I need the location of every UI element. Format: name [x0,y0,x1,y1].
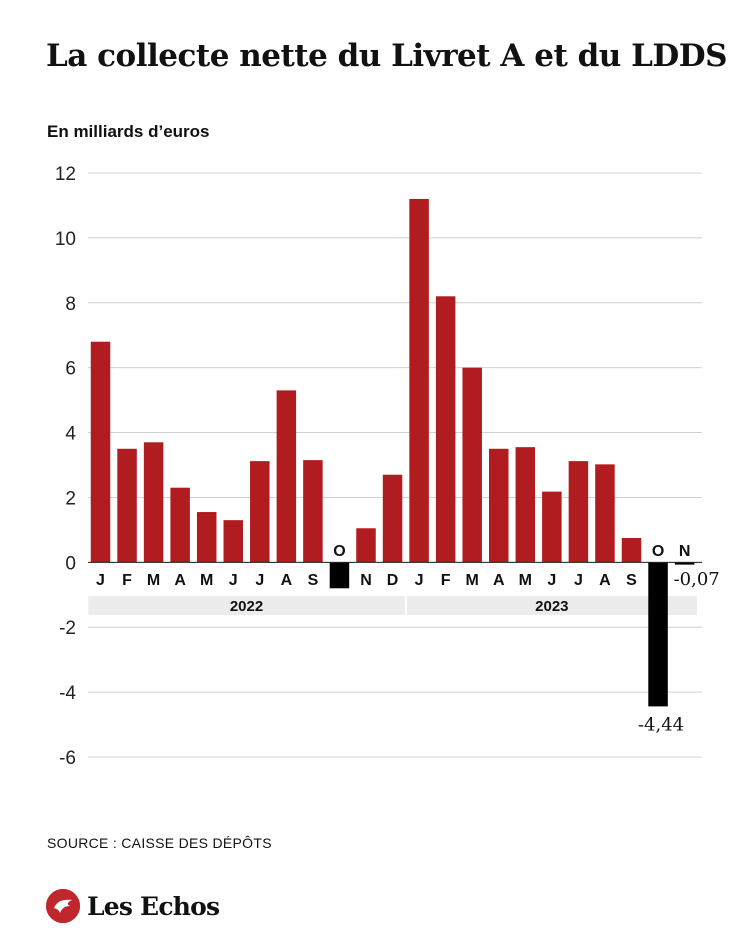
month-label: A [493,572,505,589]
source-note: SOURCE : CAISSE DES DÉPÔTS [47,835,272,851]
month-label: S [626,572,637,589]
brand-emblem-icon [46,889,80,923]
month-label: J [229,572,238,589]
y-tick-label: 10 [55,229,76,250]
bar [515,447,536,563]
month-label: A [281,572,293,589]
month-label-backing [648,540,669,559]
y-tick-label: 2 [65,488,76,509]
y-tick-label: -6 [59,748,76,769]
bar [489,448,509,563]
bar [382,474,403,563]
bar [143,442,164,563]
month-label: M [466,572,479,589]
unit-label: En milliards d’euros [47,122,210,141]
month-label: O [652,543,664,560]
year-band [406,596,697,615]
month-label: O [333,543,345,560]
month-label: J [96,572,105,589]
month-label: J [547,572,556,589]
bar [250,461,270,563]
month-label: J [255,572,264,589]
month-label: N [679,543,691,560]
bar [196,512,217,563]
y-tick-label: -2 [59,618,76,639]
data-label: -0,07 [674,569,720,590]
year-label: 2023 [535,598,568,615]
bar [170,487,190,563]
brand-logo: Les Echos [46,889,220,923]
y-tick-label: 4 [65,424,76,445]
month-label: J [574,572,583,589]
month-label-backing [674,540,695,559]
brand-name: Les Echos [87,891,220,921]
y-tick-label: 8 [65,294,76,315]
month-label: M [200,572,213,589]
month-label: M [147,572,160,589]
bar [329,562,350,589]
bar [621,538,642,563]
month-label: A [174,572,186,589]
month-label-backing [329,540,350,559]
year-band [88,596,405,615]
bar [90,341,111,563]
bar [223,520,243,563]
y-tick-label: -4 [59,683,76,704]
bar [356,528,376,563]
bar [462,367,482,563]
bar [648,562,668,707]
bar [542,491,562,563]
bar [435,296,456,563]
month-label: M [519,572,532,589]
month-label: S [308,572,319,589]
month-label: F [441,572,451,589]
bar [409,198,429,563]
bar [276,390,297,563]
month-label: J [415,572,424,589]
bar [595,464,615,563]
month-label: D [387,572,399,589]
y-tick-label: 12 [55,164,76,185]
chart-title: La collecte nette du Livret A et du LDDS [46,38,728,74]
bar [117,448,137,563]
month-label: F [122,572,132,589]
bar [674,562,695,565]
year-label: 2022 [230,598,263,615]
bar [303,460,323,563]
month-label: N [360,572,372,589]
y-tick-label: 6 [65,359,76,380]
month-label: A [599,572,611,589]
data-label: -4,44 [638,714,684,735]
y-tick-label: 0 [65,553,76,574]
bar [568,461,589,563]
